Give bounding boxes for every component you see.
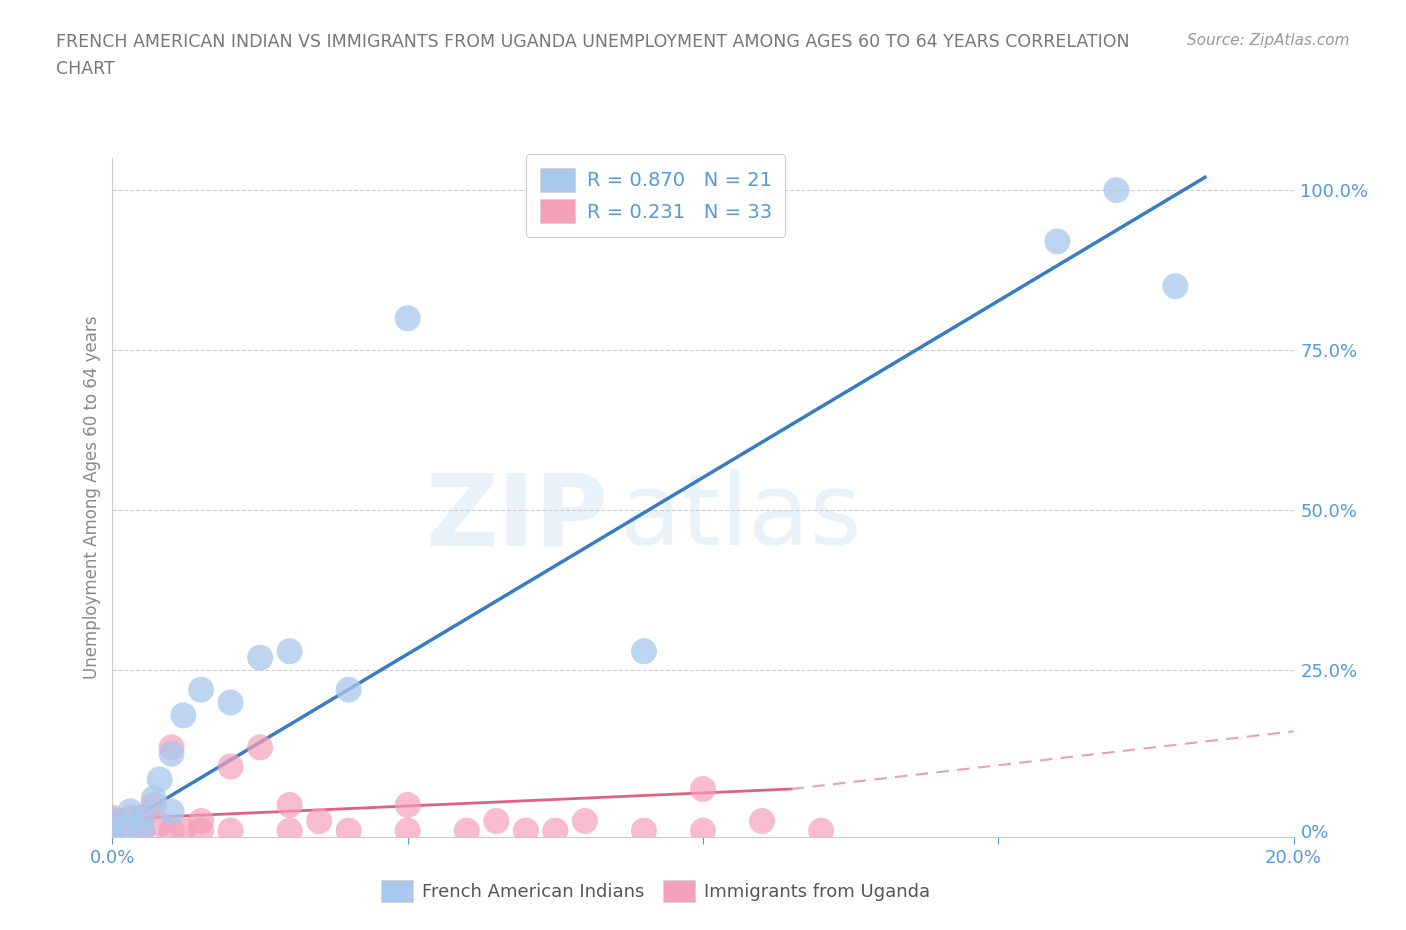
Point [396,823,419,838]
Point [160,804,183,818]
Point [112,820,135,835]
Point [544,823,567,838]
Point [101,810,124,825]
Text: Source: ZipAtlas.com: Source: ZipAtlas.com [1187,33,1350,47]
Point [101,814,124,829]
Point [810,823,832,838]
Point [131,810,153,825]
Point [190,814,212,829]
Point [112,823,135,838]
Point [142,791,165,806]
Point [149,817,172,831]
Point [692,823,714,838]
Point [190,683,212,698]
Point [142,798,165,813]
Point [308,814,330,829]
Point [131,810,153,825]
Point [249,650,271,665]
Point [396,798,419,813]
Point [278,798,301,813]
Point [1164,279,1187,294]
Point [337,683,360,698]
Point [337,823,360,838]
Point [101,823,124,838]
Point [1105,182,1128,197]
Legend: French American Indians, Immigrants from Uganda: French American Indians, Immigrants from… [374,873,938,910]
Point [633,823,655,838]
Point [101,823,124,838]
Point [278,823,301,838]
Point [249,740,271,755]
Point [574,814,596,829]
Point [190,823,212,838]
Point [396,311,419,325]
Point [751,814,773,829]
Point [515,823,537,838]
Point [485,814,508,829]
Point [120,810,142,825]
Y-axis label: Unemployment Among Ages 60 to 64 years: Unemployment Among Ages 60 to 64 years [83,316,101,679]
Point [633,644,655,658]
Point [1046,234,1069,249]
Text: atlas: atlas [620,470,862,566]
Point [149,772,172,787]
Point [219,759,242,774]
Point [160,746,183,761]
Text: ZIP: ZIP [426,470,609,566]
Point [219,823,242,838]
Point [120,804,142,818]
Point [219,695,242,710]
Point [456,823,478,838]
Point [160,740,183,755]
Point [160,823,183,838]
Text: FRENCH AMERICAN INDIAN VS IMMIGRANTS FROM UGANDA UNEMPLOYMENT AMONG AGES 60 TO 6: FRENCH AMERICAN INDIAN VS IMMIGRANTS FRO… [56,33,1130,50]
Point [278,644,301,658]
Point [172,823,194,838]
Text: CHART: CHART [56,60,115,78]
Point [131,823,153,838]
Point [131,823,153,838]
Point [101,817,124,831]
Point [692,781,714,796]
Point [172,708,194,723]
